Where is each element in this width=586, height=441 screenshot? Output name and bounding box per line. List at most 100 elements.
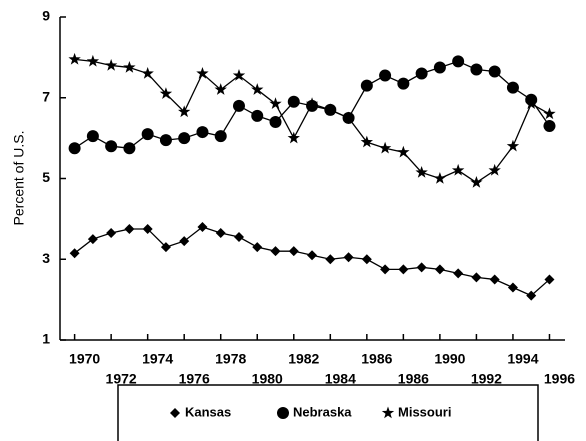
diamond-marker xyxy=(124,223,135,234)
y-tick-label: 1 xyxy=(42,331,50,347)
circle-marker xyxy=(506,81,519,94)
x-tick-label: 1970 xyxy=(69,351,100,367)
circle-marker xyxy=(287,95,300,108)
diamond-marker xyxy=(343,252,354,263)
diamond-marker xyxy=(87,234,98,245)
circle-marker xyxy=(433,61,446,74)
series-line xyxy=(74,226,550,297)
diamond-marker xyxy=(252,242,263,253)
circle-marker xyxy=(470,63,483,76)
x-tick-label: 1994 xyxy=(507,351,538,367)
circle-marker xyxy=(415,67,428,80)
legend-label: Kansas xyxy=(185,404,231,419)
star-marker xyxy=(543,107,556,120)
star-marker xyxy=(269,97,282,110)
star-marker xyxy=(232,69,246,81)
circle-marker xyxy=(196,126,209,139)
x-tick-label: 1990 xyxy=(434,351,465,367)
x-tick-label: 1986 xyxy=(398,371,429,387)
y-axis-label: Percent of U.S. xyxy=(11,131,27,226)
star-marker xyxy=(342,111,355,124)
star-marker xyxy=(451,163,465,176)
diamond-marker xyxy=(142,223,153,234)
circle-marker xyxy=(543,120,556,133)
legend-box xyxy=(117,384,539,441)
star-marker xyxy=(397,145,410,158)
diamond-marker xyxy=(507,282,518,293)
diamond-marker xyxy=(416,262,427,273)
x-tick-label: 1976 xyxy=(179,371,210,387)
circle-marker xyxy=(452,55,465,68)
circle-marker xyxy=(178,132,191,145)
star-marker xyxy=(159,87,173,99)
x-tick-label: 1982 xyxy=(288,351,319,367)
star-marker xyxy=(381,406,395,419)
circle-marker xyxy=(86,130,99,143)
circle-marker xyxy=(214,130,227,143)
diamond-marker xyxy=(325,254,336,265)
star-marker xyxy=(141,67,154,79)
circle-marker xyxy=(277,407,289,419)
diamond-marker xyxy=(489,274,500,285)
circle-marker xyxy=(397,77,410,90)
star-marker xyxy=(305,97,319,110)
diamond-marker xyxy=(233,232,244,243)
diamond-marker xyxy=(197,221,208,232)
diamond-marker xyxy=(361,254,372,265)
circle-marker xyxy=(269,115,282,128)
star-marker xyxy=(525,97,538,110)
star-marker xyxy=(470,176,483,188)
star-marker xyxy=(214,83,227,95)
star-marker xyxy=(86,54,100,67)
diamond-marker xyxy=(307,250,318,261)
diamond-marker xyxy=(398,264,409,275)
y-tick-label: 5 xyxy=(42,169,50,185)
x-tick-label: 1972 xyxy=(106,371,137,387)
circle-marker xyxy=(379,69,392,82)
star-marker xyxy=(196,67,209,79)
diamond-marker xyxy=(160,242,171,253)
x-tick-label: 1978 xyxy=(215,351,246,367)
x-tick-label: 1980 xyxy=(252,371,283,387)
x-tick-label: 1992 xyxy=(471,371,502,387)
star-marker xyxy=(123,60,136,73)
y-tick-label: 3 xyxy=(42,250,50,266)
diamond-marker xyxy=(270,246,281,257)
diamond-marker xyxy=(288,246,299,257)
star-marker xyxy=(104,58,118,71)
circle-marker xyxy=(105,140,118,153)
series-line xyxy=(74,58,550,184)
y-tick-label: 7 xyxy=(42,88,50,104)
diamond-marker xyxy=(215,228,226,239)
diamond-marker xyxy=(526,290,537,301)
star-marker xyxy=(324,103,337,116)
circle-marker xyxy=(123,142,136,155)
diamond-marker xyxy=(380,264,391,275)
diamond-marker xyxy=(453,268,464,279)
x-tick-label: 1984 xyxy=(325,371,356,387)
diamond-marker xyxy=(434,264,445,275)
star-marker xyxy=(178,105,191,118)
diamond-marker xyxy=(544,274,555,285)
star-marker xyxy=(433,172,447,184)
circle-marker xyxy=(251,109,264,122)
star-marker xyxy=(251,83,264,95)
star-marker xyxy=(360,135,374,148)
diamond-marker xyxy=(69,248,80,259)
star-marker xyxy=(287,131,300,144)
y-tick-label: 9 xyxy=(42,8,50,24)
circle-marker xyxy=(232,99,245,112)
star-marker xyxy=(488,163,501,176)
x-tick-label: 1974 xyxy=(142,351,173,367)
circle-marker xyxy=(360,79,373,92)
star-marker xyxy=(415,165,428,178)
diamond-marker xyxy=(471,272,482,283)
circle-marker xyxy=(68,142,81,155)
circle-marker xyxy=(141,128,154,141)
circle-marker xyxy=(488,65,501,78)
x-tick-label: 1996 xyxy=(544,371,575,387)
diamond-marker xyxy=(170,408,180,418)
legend-label: Missouri xyxy=(398,404,451,419)
x-tick-label: 1986 xyxy=(361,351,392,367)
